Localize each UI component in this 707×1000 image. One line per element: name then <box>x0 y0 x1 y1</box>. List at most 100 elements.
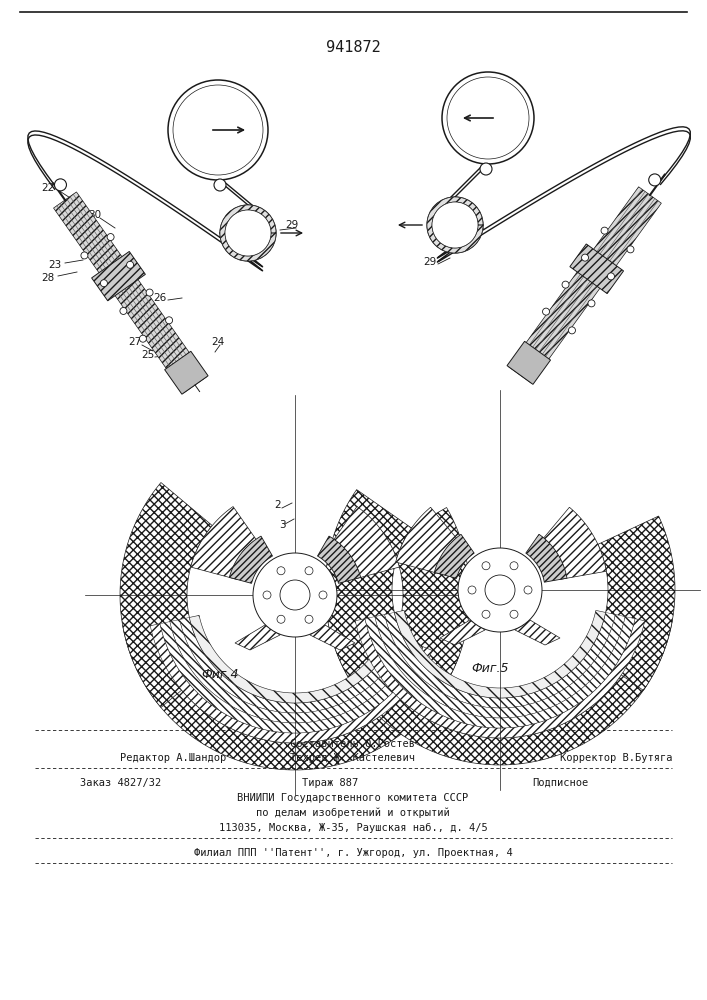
Polygon shape <box>378 508 470 707</box>
Text: Филиал ППП ''Патент'', г. Ужгород, ул. Проектная, 4: Филиал ППП ''Патент'', г. Ужгород, ул. П… <box>194 848 513 858</box>
Polygon shape <box>588 516 675 690</box>
Polygon shape <box>427 197 483 253</box>
Polygon shape <box>220 205 276 261</box>
Circle shape <box>607 273 614 280</box>
Text: 4: 4 <box>518 105 523 114</box>
Text: Фиг.5: Фиг.5 <box>472 662 509 674</box>
Circle shape <box>568 327 575 334</box>
Polygon shape <box>317 536 361 583</box>
Text: по делам изобретений и открытий: по делам изобретений и открытий <box>256 808 450 818</box>
Circle shape <box>480 163 492 175</box>
Text: Редактор А.Шандор: Редактор А.Шандор <box>120 753 226 763</box>
Text: 2: 2 <box>518 122 523 131</box>
Circle shape <box>482 562 490 570</box>
Circle shape <box>485 575 515 605</box>
Polygon shape <box>160 622 423 733</box>
Circle shape <box>524 586 532 594</box>
Circle shape <box>277 615 285 623</box>
Circle shape <box>305 567 313 575</box>
Text: Составитель О.Гостев: Составитель О.Гостев <box>291 739 416 749</box>
Circle shape <box>542 308 549 315</box>
Text: 24: 24 <box>211 337 225 347</box>
Text: 28: 28 <box>42 273 54 283</box>
Text: 5: 5 <box>182 106 187 115</box>
Polygon shape <box>327 616 672 765</box>
Polygon shape <box>325 490 417 702</box>
Text: 0: 0 <box>486 80 491 89</box>
Polygon shape <box>570 244 624 294</box>
Text: 4: 4 <box>179 116 184 125</box>
Text: 1: 1 <box>515 130 520 139</box>
Text: Корректор В.Бутяга: Корректор В.Бутяга <box>559 753 672 763</box>
Polygon shape <box>180 617 404 713</box>
Polygon shape <box>92 251 146 301</box>
Circle shape <box>107 234 114 241</box>
Circle shape <box>305 615 313 623</box>
Text: ВНИИПИ Государственного комитета СССР: ВНИИПИ Государственного комитета СССР <box>238 793 469 803</box>
Polygon shape <box>375 615 625 718</box>
Polygon shape <box>235 625 280 650</box>
Text: 23: 23 <box>48 260 62 270</box>
Circle shape <box>442 72 534 164</box>
Circle shape <box>510 562 518 570</box>
Polygon shape <box>54 192 206 393</box>
Polygon shape <box>165 351 208 394</box>
Circle shape <box>468 586 476 594</box>
Circle shape <box>277 567 285 575</box>
Text: Заказ 4827/32: Заказ 4827/32 <box>80 778 161 788</box>
Polygon shape <box>508 187 661 383</box>
Polygon shape <box>385 612 615 708</box>
Polygon shape <box>229 536 272 583</box>
Polygon shape <box>395 610 606 698</box>
Text: 0: 0 <box>216 88 221 97</box>
Circle shape <box>649 174 661 186</box>
Text: 113035, Москва, Ж-35, Раушская наб., д. 4/5: 113035, Москва, Ж-35, Раушская наб., д. … <box>218 823 487 833</box>
Text: 3: 3 <box>177 125 182 134</box>
Circle shape <box>214 179 226 191</box>
Circle shape <box>588 300 595 307</box>
Polygon shape <box>365 617 635 728</box>
Polygon shape <box>189 615 395 703</box>
Circle shape <box>562 281 569 288</box>
Text: 2: 2 <box>275 500 281 510</box>
Circle shape <box>263 591 271 599</box>
Text: кг/см²: кг/см² <box>215 141 237 148</box>
Circle shape <box>168 80 268 180</box>
Polygon shape <box>191 507 261 579</box>
Polygon shape <box>329 507 399 579</box>
Polygon shape <box>434 534 474 578</box>
Text: Техред Ж. Кастелевич: Техред Ж. Кастелевич <box>291 753 416 763</box>
Polygon shape <box>150 624 432 743</box>
Polygon shape <box>507 341 551 384</box>
Circle shape <box>482 610 490 618</box>
Polygon shape <box>122 621 460 770</box>
Circle shape <box>81 252 88 259</box>
Polygon shape <box>170 620 414 723</box>
Text: 29: 29 <box>286 220 298 230</box>
Text: 6: 6 <box>189 99 194 108</box>
Polygon shape <box>526 534 567 582</box>
Text: Подписное: Подписное <box>532 778 588 788</box>
Text: 22: 22 <box>42 183 54 193</box>
Circle shape <box>225 210 271 256</box>
Circle shape <box>253 553 337 637</box>
Text: кг/см²: кг/см² <box>469 129 491 136</box>
Text: Фиг.4: Фиг.4 <box>201 668 239 682</box>
Circle shape <box>165 317 173 324</box>
Circle shape <box>319 591 327 599</box>
Circle shape <box>447 77 529 159</box>
Text: 3: 3 <box>520 113 525 122</box>
Polygon shape <box>120 483 212 707</box>
Circle shape <box>510 610 518 618</box>
Text: 2: 2 <box>179 135 184 144</box>
Circle shape <box>173 85 263 175</box>
Circle shape <box>54 179 66 191</box>
Text: 30: 30 <box>88 210 102 220</box>
Text: 6: 6 <box>510 89 515 98</box>
Circle shape <box>220 205 276 261</box>
Circle shape <box>458 548 542 632</box>
Circle shape <box>627 246 634 253</box>
Circle shape <box>280 580 310 610</box>
Circle shape <box>120 307 127 314</box>
Polygon shape <box>515 620 560 645</box>
